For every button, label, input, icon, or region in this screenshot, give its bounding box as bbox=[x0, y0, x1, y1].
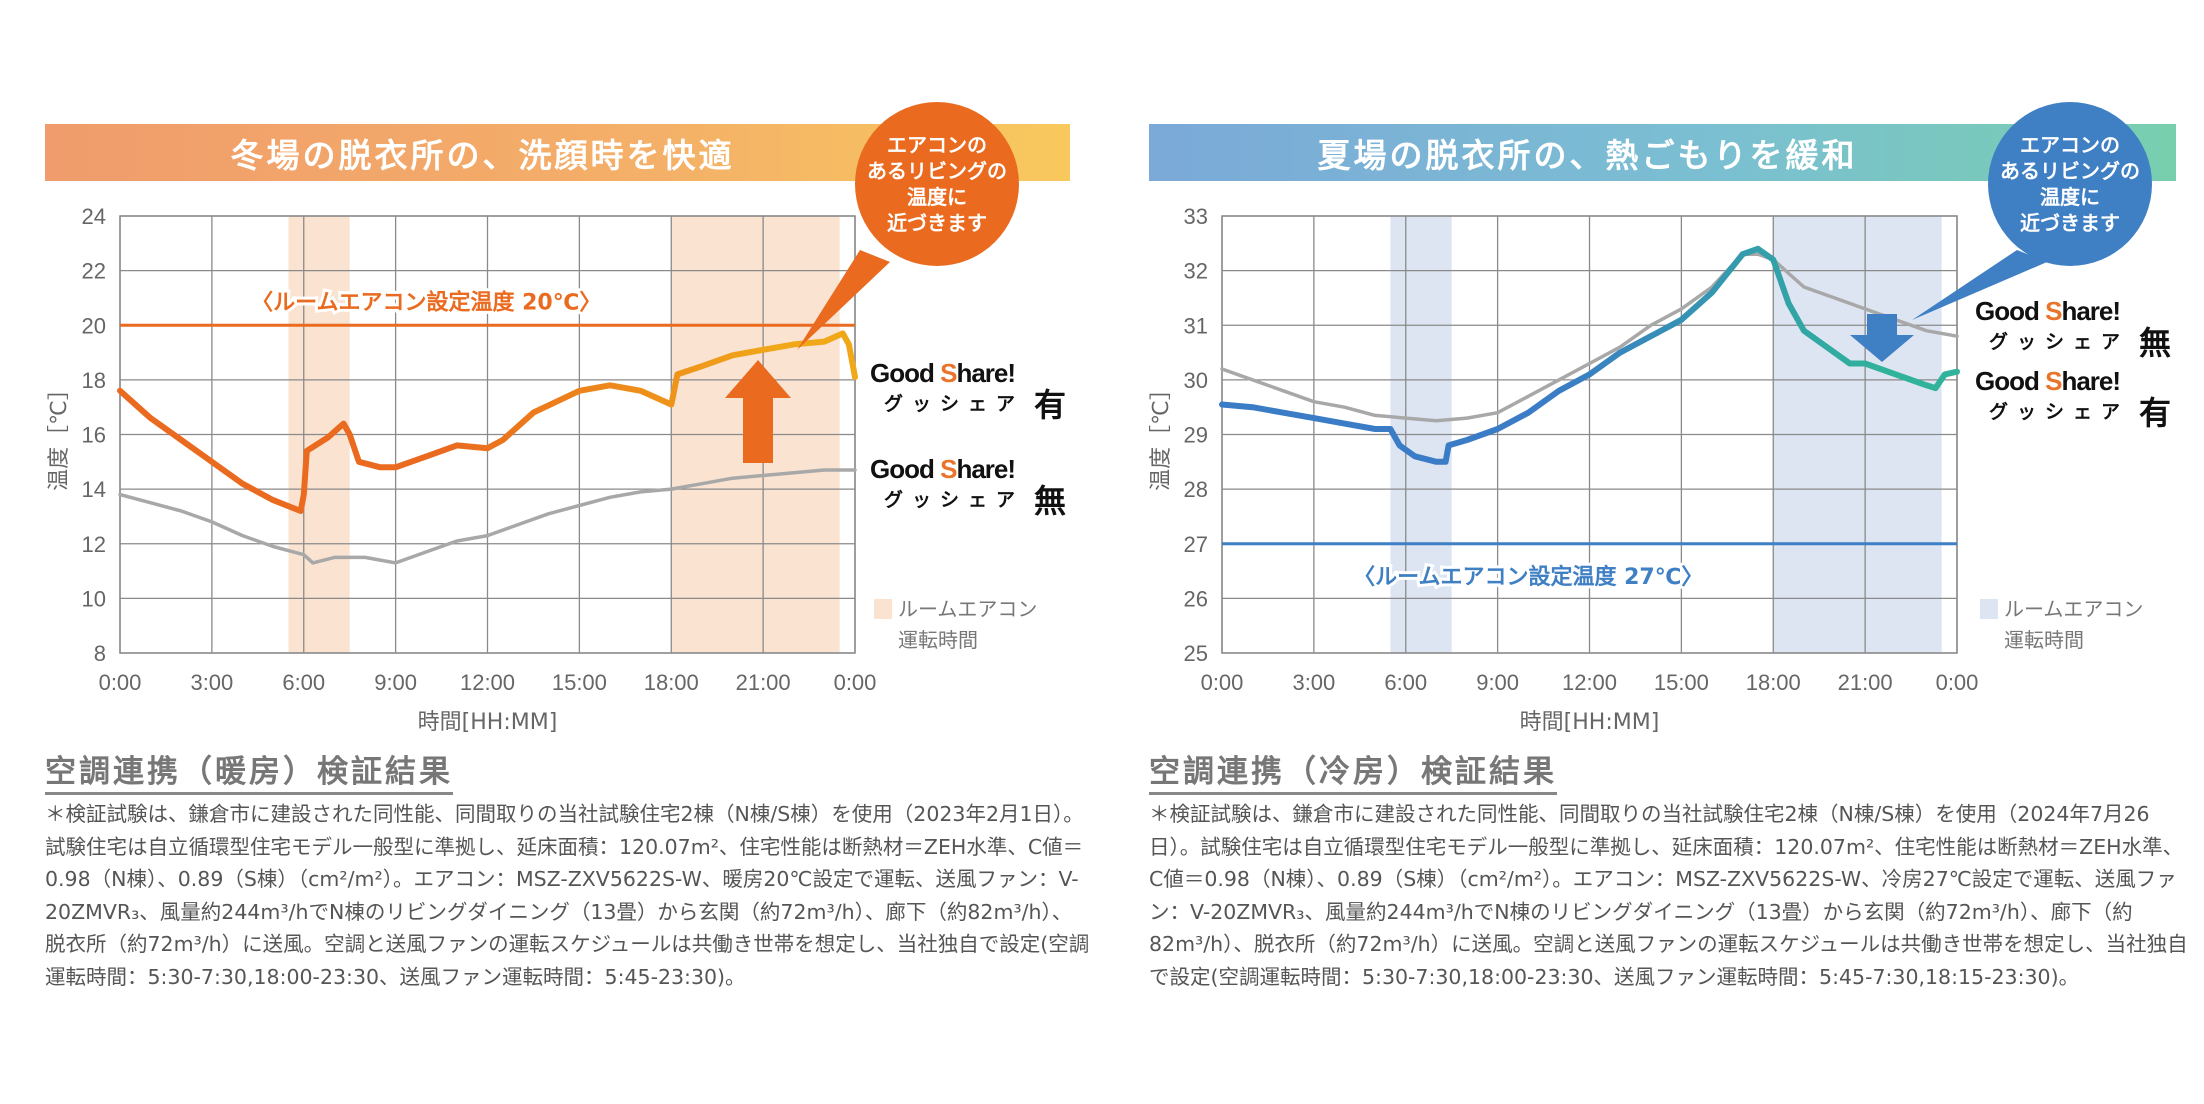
series-line-without-goodshare bbox=[118, 468, 857, 565]
goodshare-kana: グッシェア bbox=[884, 490, 1025, 511]
x-tick-label: 9:00 bbox=[374, 670, 417, 695]
callout-line: 近づきます bbox=[2020, 211, 2120, 235]
goodshare-kana: グッシェア bbox=[1989, 332, 2130, 353]
legend-with-goodshare: Good Share! グッシェア 有 bbox=[870, 358, 1066, 423]
up-arrow-icon bbox=[725, 360, 791, 463]
x-tick-label: 18:00 bbox=[1746, 670, 1801, 695]
callout-line: エアコンの bbox=[2020, 133, 2120, 157]
callout-line: 温度に bbox=[2040, 185, 2100, 209]
y-tick-label: 30 bbox=[1184, 368, 1208, 393]
legend-mark-without: 無 bbox=[1034, 483, 1067, 519]
y-tick-label: 25 bbox=[1184, 641, 1208, 666]
y-axis-title: 温度［℃］ bbox=[1149, 378, 1174, 491]
series-line-without-goodshare bbox=[1220, 252, 1959, 423]
winter-panel: 冬場の脱衣所の、洗顔時を快適 8 10 12 14 16 18 20 22 24 0:00 3:00… bbox=[45, 102, 1090, 989]
callout-pointer bbox=[797, 250, 890, 350]
y-tick-label: 31 bbox=[1184, 313, 1208, 338]
x-tick-label: 9:00 bbox=[1476, 670, 1519, 695]
y-tick-label: 22 bbox=[82, 259, 106, 284]
winter-temperature-chart: 8 10 12 14 16 18 20 22 24 0:00 3:00 6:00 9:00 12:00 15… bbox=[47, 204, 890, 735]
y-tick-label: 16 bbox=[82, 423, 106, 448]
x-axis-title: 時間[HH:MM] bbox=[418, 710, 558, 735]
y-tick-label: 12 bbox=[82, 532, 106, 557]
winter-callout-bubble: エアコンの あるリビングの 温度に 近づきます bbox=[855, 102, 1019, 266]
legend-mark-with: 有 bbox=[2139, 395, 2172, 431]
y-axis-title: 温度［℃］ bbox=[47, 378, 72, 491]
summer-panel: 夏場の脱衣所の、熱ごもりを緩和 25 26 27 28 29 30 31 32 33 0:00 3:… bbox=[1102, 0, 2204, 1104]
y-tick-label: 20 bbox=[82, 313, 106, 338]
ac-legend-line: 運転時間 bbox=[898, 628, 978, 652]
y-tick-label: 33 bbox=[1184, 204, 1208, 229]
winter-banner-title: 冬場の脱衣所の、洗顔時を快適 bbox=[230, 135, 735, 175]
ac-operation-legend: ルームエアコン 運転時間 bbox=[1980, 594, 2143, 656]
x-tick-label: 0:00 bbox=[99, 670, 142, 695]
series-line-with-goodshare bbox=[117, 330, 858, 514]
callout-line: 温度に bbox=[907, 185, 967, 209]
callout-line: エアコンの bbox=[887, 133, 987, 157]
goodshare-kana: グッシェア bbox=[884, 394, 1025, 415]
plot-frame bbox=[1221, 215, 1958, 654]
goodshare-logo: Good Share! bbox=[1975, 366, 2121, 396]
y-tick-label: 27 bbox=[1184, 532, 1208, 557]
winter-description: ＊検証試験は、鎌倉市に建設された同性能、同間取りの当社試験住宅2棟（N棟/S棟）… bbox=[45, 802, 1090, 989]
ac-operation-legend: ルームエアコン 運転時間 bbox=[874, 594, 1037, 656]
down-arrow-icon bbox=[1850, 314, 1914, 362]
x-tick-label: 21:00 bbox=[1838, 670, 1893, 695]
goodshare-logo: Good Share! bbox=[1975, 296, 2121, 326]
x-tick-label: 3:00 bbox=[190, 670, 233, 695]
x-tick-label: 0:00 bbox=[1936, 670, 1979, 695]
y-tick-label: 29 bbox=[1184, 423, 1208, 448]
callout-line: あるリビングの bbox=[867, 159, 1007, 183]
plot-frame bbox=[119, 215, 856, 654]
y-tick-label: 14 bbox=[82, 477, 106, 502]
y-tick-label: 18 bbox=[82, 368, 106, 393]
y-tick-label: 24 bbox=[82, 204, 106, 229]
callout-line: 近づきます bbox=[887, 211, 987, 235]
setpoint-label: 〈ルームエアコン設定温度 27℃〉 bbox=[1353, 564, 1703, 590]
x-tick-label: 12:00 bbox=[1562, 670, 1617, 695]
y-tick-label: 28 bbox=[1184, 477, 1208, 502]
x-tick-label: 3:00 bbox=[1292, 670, 1335, 695]
callout-pointer bbox=[1912, 250, 2047, 320]
callout-line: あるリビングの bbox=[2000, 159, 2140, 183]
y-tick-label: 32 bbox=[1184, 259, 1208, 284]
summer-description: ＊検証試験は、鎌倉市に建設された同性能、同間取りの当社試験住宅2棟（N棟/S棟）… bbox=[1149, 802, 2188, 989]
ac-legend-line: ルームエアコン bbox=[2004, 597, 2144, 621]
setpoint-label: 〈ルームエアコン設定温度 20℃〉 bbox=[251, 289, 601, 315]
legend-mark-without: 無 bbox=[2139, 325, 2172, 361]
summer-callout-bubble: エアコンの あるリビングの 温度に 近づきます bbox=[1988, 102, 2152, 266]
x-axis-title: 時間[HH:MM] bbox=[1520, 710, 1660, 735]
goodshare-logo: Good Share! bbox=[870, 358, 1016, 388]
y-tick-label: 8 bbox=[94, 641, 106, 666]
x-tick-label: 12:00 bbox=[460, 670, 515, 695]
x-tick-label: 15:00 bbox=[1654, 670, 1709, 695]
ac-swatch bbox=[874, 599, 892, 619]
goodshare-kana: グッシェア bbox=[1989, 402, 2130, 423]
legend-mark-with: 有 bbox=[1034, 387, 1067, 423]
x-tick-label: 0:00 bbox=[834, 670, 877, 695]
y-tick-label: 10 bbox=[82, 586, 106, 611]
ac-swatch bbox=[1980, 599, 1998, 619]
summer-section-title: 空調連携（冷房）検証結果 bbox=[1149, 746, 1557, 795]
summer-banner-title: 夏場の脱衣所の、熱ごもりを緩和 bbox=[1317, 135, 1858, 175]
legend-without-goodshare: Good Share! グッシェア 無 bbox=[870, 454, 1066, 519]
legend-with-goodshare: Good Share! グッシェア 有 bbox=[1975, 366, 2171, 431]
summer-temperature-chart: 25 26 27 28 29 30 31 32 33 0:00 3:00 6:00 9:00 12:00 1… bbox=[1149, 204, 2047, 735]
legend-without-goodshare: Good Share! グッシェア 無 bbox=[1975, 296, 2171, 361]
x-tick-label: 21:00 bbox=[736, 670, 791, 695]
y-tick-label: 26 bbox=[1184, 586, 1208, 611]
x-tick-label: 6:00 bbox=[282, 670, 325, 695]
x-tick-label: 15:00 bbox=[552, 670, 607, 695]
ac-legend-line: 運転時間 bbox=[2004, 628, 2084, 652]
goodshare-logo: Good Share! bbox=[870, 454, 1016, 484]
x-tick-label: 0:00 bbox=[1201, 670, 1244, 695]
x-tick-label: 18:00 bbox=[644, 670, 699, 695]
x-tick-label: 6:00 bbox=[1384, 670, 1427, 695]
ac-legend-line: ルームエアコン bbox=[898, 597, 1038, 621]
winter-section-title: 空調連携（暖房）検証結果 bbox=[45, 746, 453, 795]
series-line-with-goodshare bbox=[1219, 245, 1960, 465]
